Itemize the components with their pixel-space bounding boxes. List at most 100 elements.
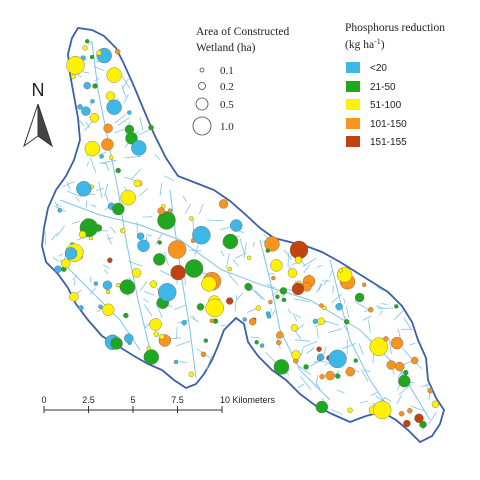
stream-line <box>182 195 187 203</box>
wetland-point <box>353 358 358 363</box>
stream-line <box>252 241 255 248</box>
stream-line <box>398 384 412 396</box>
wetland-point <box>78 230 87 239</box>
wetland-point <box>157 240 162 245</box>
stream-line <box>90 287 97 295</box>
wetland-point <box>157 207 165 215</box>
stream-line <box>184 275 186 285</box>
stream-line <box>105 161 110 172</box>
wetland-point <box>148 124 154 131</box>
wetland-point <box>398 411 405 417</box>
wetland-point <box>403 419 411 428</box>
wetland-point <box>398 374 411 388</box>
color-legend-title-line2: (kg ha-1) <box>345 37 385 51</box>
stream-line <box>76 74 82 78</box>
wetland-point <box>192 225 211 245</box>
stream-line <box>91 41 151 351</box>
wetland-point <box>77 104 83 110</box>
stream-line <box>250 336 261 339</box>
wetland-point <box>270 259 283 272</box>
stream-line <box>97 308 102 313</box>
stream-line <box>298 365 312 376</box>
stream-line <box>52 257 60 262</box>
stream-line <box>328 328 343 333</box>
stream-line <box>246 308 257 313</box>
wetland-point <box>167 208 173 213</box>
wetland-point <box>394 304 399 309</box>
stream-line <box>292 312 298 322</box>
wetland-point <box>105 289 111 295</box>
wetland-point <box>57 208 62 213</box>
wetland-point <box>255 305 262 311</box>
stream-line <box>102 264 110 269</box>
wetland-point <box>153 331 160 337</box>
stream-line <box>376 305 384 310</box>
size-legend-label: 0.2 <box>220 81 234 93</box>
stream-line <box>358 343 364 355</box>
stream-line <box>306 347 315 354</box>
wetland-point <box>81 106 91 116</box>
stream-line <box>315 374 319 388</box>
stream-line <box>269 308 272 317</box>
stream-line <box>232 259 239 267</box>
stream-line <box>139 116 144 131</box>
stream-line <box>266 283 276 289</box>
wetland-point <box>131 268 142 278</box>
wetland-point <box>69 292 79 302</box>
stream-line <box>291 262 298 265</box>
stream-line <box>75 196 80 202</box>
wetland-point <box>265 311 271 316</box>
stream-line <box>189 249 202 252</box>
stream-line <box>143 291 155 296</box>
wetland-point <box>66 56 85 75</box>
stream-line <box>225 253 230 269</box>
stream-line <box>284 369 291 375</box>
stream-line <box>194 244 199 256</box>
stream-line <box>199 204 204 215</box>
stream-line <box>283 249 293 260</box>
wetland-point <box>89 113 100 123</box>
stream-line <box>73 280 76 286</box>
wetland-point <box>264 236 280 252</box>
wetland-point <box>419 420 427 429</box>
stream-line <box>56 225 65 237</box>
stream-line <box>104 183 109 197</box>
wetland-point <box>325 370 335 381</box>
wetland-point <box>114 48 121 55</box>
stream-line <box>104 269 109 274</box>
wetland-point <box>362 282 367 287</box>
wetland-point <box>101 138 114 151</box>
stream-line <box>128 261 143 267</box>
wetland-point <box>338 268 343 273</box>
stream-line <box>190 316 199 323</box>
stream-line <box>227 272 239 286</box>
color-legend-swatch <box>346 118 360 129</box>
wetland-point <box>102 303 115 316</box>
stream-line <box>121 84 127 98</box>
wetland-point <box>181 320 187 326</box>
wetland-point <box>84 140 101 157</box>
wetland-point <box>273 359 290 375</box>
stream-line <box>383 396 392 402</box>
stream-line <box>140 281 148 291</box>
wetland-point <box>84 226 89 232</box>
stream-line <box>362 315 372 321</box>
wetland-point <box>83 81 91 90</box>
color-legend-label: 21-50 <box>370 82 396 93</box>
stream-line <box>143 304 153 317</box>
wetland-point <box>102 280 113 290</box>
wetland-point <box>254 340 259 345</box>
wetland-point <box>173 359 179 365</box>
stream-line <box>207 219 223 222</box>
north-arrow-icon-shade <box>37 103 53 148</box>
stream-line <box>124 155 142 159</box>
stream-line <box>58 253 64 257</box>
size-legend-circle-1.0 <box>192 116 212 136</box>
stream-line <box>121 75 131 89</box>
stream-line <box>164 251 169 266</box>
wetland-points <box>54 39 440 429</box>
stream-line <box>106 233 112 245</box>
wetland-point <box>54 265 62 273</box>
wetland-point <box>347 407 353 413</box>
stream-line <box>105 194 109 203</box>
